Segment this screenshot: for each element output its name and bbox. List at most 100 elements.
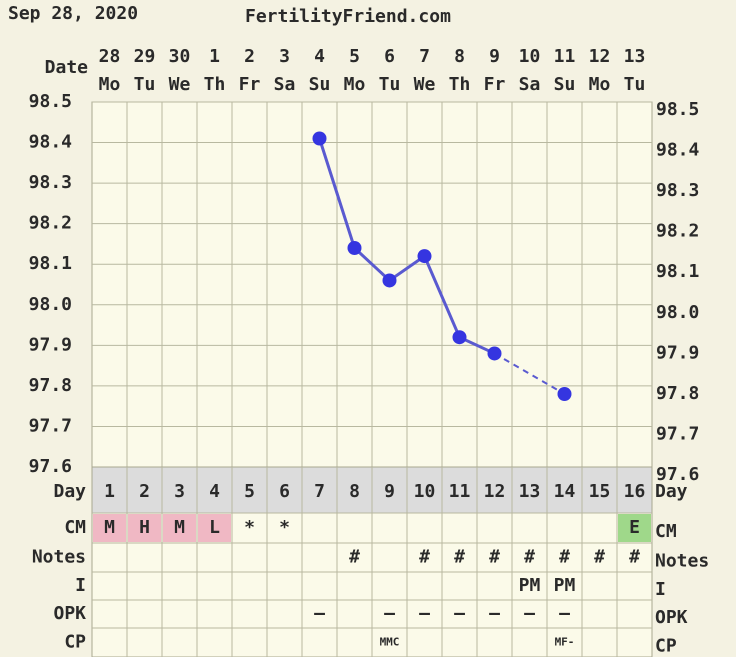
y-tick-label: 98.5 — [29, 91, 72, 112]
x-tick-label: 9 — [489, 46, 500, 67]
x-weekday-label: Th — [204, 74, 226, 95]
table-cell: # — [454, 547, 465, 568]
cm-highlight — [128, 514, 161, 542]
x-weekday-label: Tu — [379, 74, 401, 95]
table-cell: E — [629, 517, 640, 538]
x-tick-label: 2 — [244, 46, 255, 67]
x-weekday-label: Fr — [239, 74, 261, 95]
y-tick-label: 98.4 — [29, 132, 73, 153]
table-cell: 15 — [589, 481, 611, 502]
table-cell: L — [209, 517, 220, 538]
table-cell: 4 — [209, 481, 220, 502]
table-cell: 11 — [449, 481, 471, 502]
x-weekday-label: Tu — [624, 74, 646, 95]
x-tick-label: 30 — [169, 46, 191, 67]
y-tick-label: 97.9 — [29, 334, 72, 355]
row-label: Notes — [32, 547, 86, 568]
cm-highlight — [618, 514, 651, 542]
x-tick-label: 6 — [384, 46, 395, 67]
table-cell: 3 — [174, 481, 185, 502]
y-tick-label-right: 97.8 — [656, 383, 699, 404]
x-tick-label: 11 — [554, 46, 576, 67]
table-cell: M — [174, 517, 185, 538]
table-cell: * — [279, 517, 290, 538]
x-tick-label: 10 — [519, 46, 541, 67]
row-label: I — [75, 575, 86, 596]
x-weekday-label: Sa — [519, 74, 541, 95]
site-name: FertilityFriend.com — [245, 6, 451, 27]
table-cell: MMC — [380, 636, 400, 649]
x-label: Date — [45, 57, 89, 78]
x-weekday-label: Tu — [134, 74, 156, 95]
temperature-point — [557, 387, 572, 401]
x-weekday-label: Su — [554, 74, 576, 95]
table-cell: – — [489, 603, 500, 624]
table-cell: PM — [519, 575, 541, 596]
table-cell: MF- — [555, 636, 575, 649]
x-tick-label: 13 — [624, 46, 646, 67]
row-label-right: CP — [655, 636, 677, 657]
table-cell: – — [419, 603, 430, 624]
x-tick-label: 12 — [589, 46, 611, 67]
x-weekday-label: Sa — [274, 74, 296, 95]
x-weekday-label: Su — [309, 74, 331, 95]
row-label-right: Day — [655, 481, 688, 502]
table-cell: – — [454, 603, 465, 624]
temperature-point — [487, 346, 502, 361]
table-cell: # — [419, 547, 430, 568]
x-weekday-label: Fr — [484, 74, 506, 95]
table-cell: – — [384, 603, 395, 624]
table-cell: # — [524, 547, 535, 568]
y-tick-label-right: 98.2 — [656, 221, 699, 242]
table-cell: PM — [554, 575, 576, 596]
gap-connector — [493, 352, 566, 395]
y-tick-label: 97.7 — [29, 415, 72, 436]
table-cell: M — [104, 517, 115, 538]
row-label: CM — [64, 517, 86, 538]
table-cell: 7 — [314, 481, 325, 502]
cm-highlight — [198, 514, 231, 542]
table-cell: # — [559, 547, 570, 568]
table-cell: # — [594, 547, 605, 568]
x-weekday-label: We — [169, 74, 191, 95]
x-tick-label: 1 — [209, 46, 220, 67]
y-tick-label: 98.0 — [29, 294, 72, 315]
temperature-point — [382, 273, 397, 288]
y-tick-label-right: 98.0 — [656, 302, 699, 323]
temperature-point — [347, 241, 362, 255]
chart-date: Sep 28, 2020 — [8, 3, 138, 24]
table-cell: 10 — [414, 481, 436, 502]
row-label-right: OPK — [655, 607, 688, 628]
y-tick-label-right: 97.9 — [656, 342, 699, 363]
table-cell: 16 — [624, 481, 646, 502]
row-label: OPK — [53, 603, 86, 624]
x-weekday-label: Mo — [344, 74, 366, 95]
y-tick-label-right: 98.5 — [656, 99, 699, 120]
x-tick-label: 5 — [349, 46, 360, 67]
x-tick-label: 7 — [419, 46, 430, 67]
table-cell: * — [244, 517, 255, 538]
table-cell: 8 — [349, 481, 360, 502]
table-cell: # — [629, 547, 640, 568]
x-tick-label: 28 — [99, 46, 121, 67]
table-cell: # — [489, 547, 500, 568]
x-tick-label: 4 — [314, 46, 325, 67]
y-tick-label-right: 97.7 — [656, 423, 699, 444]
table-cell: 12 — [484, 481, 506, 502]
row-label: Day — [53, 481, 86, 502]
y-tick-label: 97.6 — [29, 456, 72, 477]
x-weekday-label: Mo — [589, 74, 611, 95]
table-cell: 2 — [139, 481, 150, 502]
table-cell: – — [524, 603, 535, 624]
y-tick-label-right: 98.4 — [656, 140, 700, 161]
temperature-point — [417, 249, 432, 264]
table-cell: 5 — [244, 481, 255, 502]
y-tick-label: 97.8 — [29, 375, 72, 396]
row-label-right: I — [655, 579, 666, 600]
row-label-right: CM — [655, 521, 677, 542]
y-tick-label-right: 98.1 — [656, 261, 699, 282]
x-weekday-label: Mo — [99, 74, 121, 95]
x-tick-label: 29 — [134, 46, 156, 67]
table-cell: 6 — [279, 481, 290, 502]
